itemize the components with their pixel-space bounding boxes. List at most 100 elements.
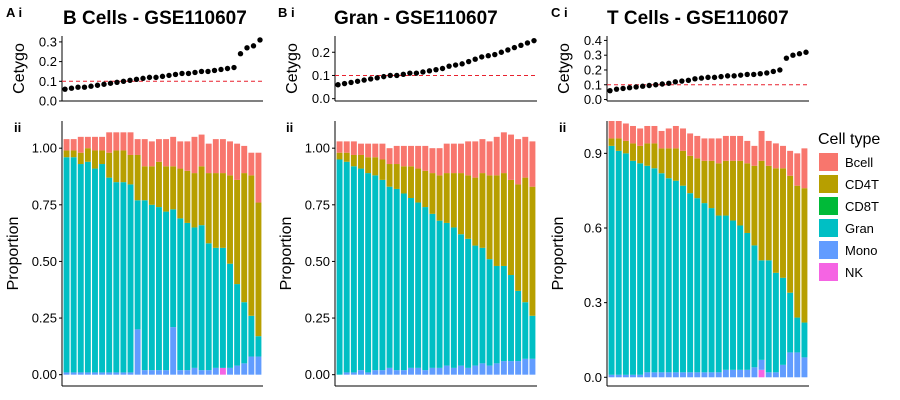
bar-segment-gran xyxy=(77,164,84,373)
bar-segment-gran xyxy=(493,265,500,364)
bar-segment-mono xyxy=(672,372,679,378)
proportion-y-tick-label: 1.00 xyxy=(32,141,57,156)
panel-a: A i B Cells - GSE110607 ii 0.0 0.1 0.2 0.3 Cety… xyxy=(5,5,263,387)
bar-segment-bcell xyxy=(708,138,715,161)
bar-segment-bcell xyxy=(672,125,679,149)
bar-segment-gran xyxy=(608,145,615,375)
bar-segment-mono xyxy=(436,367,443,375)
bar-segment-cd4t xyxy=(472,177,479,246)
bar-segment-mono xyxy=(184,370,191,375)
bar-segment-bcell xyxy=(615,121,622,139)
cetygo-point xyxy=(757,70,763,77)
bar-segment-mono xyxy=(765,372,772,378)
proportion-y-axis-label: Proportion xyxy=(5,217,22,291)
cetygo-point xyxy=(705,74,711,81)
bar-segment-gran xyxy=(694,198,701,373)
bar-segment-cd4t xyxy=(155,161,162,208)
bar-segment-cd4t xyxy=(715,163,722,216)
bar-segment-bcell xyxy=(379,143,386,160)
bar-segment-gran xyxy=(393,188,400,371)
bar-segment-mono xyxy=(658,372,665,378)
cetygo-point xyxy=(146,74,153,81)
cetygo-point xyxy=(224,65,231,72)
cetygo-point xyxy=(205,68,211,75)
cetygo-point xyxy=(413,70,420,76)
bar-segment-bcell xyxy=(155,139,162,162)
cetygo-point xyxy=(81,84,88,90)
bar-segment-cd4t xyxy=(113,150,120,183)
bar-segment-cd4t xyxy=(350,154,357,167)
cetygo-point xyxy=(511,44,518,51)
panel-tag: C i xyxy=(551,5,568,20)
bar-segment-gran xyxy=(658,173,665,373)
cetygo-y-tick-label: 0.1 xyxy=(312,68,330,83)
bar-segment-gran xyxy=(436,220,443,368)
cetygo-y-tick-label: 0.1 xyxy=(584,77,602,92)
bar-segment-cd4t xyxy=(680,150,686,186)
bar-segment-mono xyxy=(408,367,414,375)
bar-segment-bcell xyxy=(422,145,429,171)
bar-segment-gran xyxy=(529,315,536,359)
bar-segment-gran xyxy=(772,272,779,373)
legend-title: Cell type xyxy=(818,131,880,148)
bar-segment-cd4t xyxy=(255,202,262,337)
bar-segment-cd4t xyxy=(708,160,715,209)
bar-segment-bcell xyxy=(63,139,70,151)
bar-segment-mono xyxy=(472,365,479,375)
bar-segment-mono xyxy=(170,327,177,375)
legend-swatch-cd4t xyxy=(819,175,838,193)
cetygo-point xyxy=(439,65,446,72)
cetygo-y-tick-label: 0.4 xyxy=(584,33,602,48)
bar-segment-gran xyxy=(665,178,672,373)
bar-segment-cd4t xyxy=(622,140,629,154)
proportion-y-tick-label: 0.50 xyxy=(305,254,330,269)
bar-segment-cd4t xyxy=(522,177,529,303)
bar-segment-gran xyxy=(141,200,148,371)
bar-segment-gran xyxy=(350,166,357,373)
bar-segment-bcell xyxy=(665,128,672,149)
bar-segment-cd4t xyxy=(99,150,106,165)
bar-segment-gran xyxy=(458,234,464,366)
bar-segment-bcell xyxy=(630,125,636,144)
bar-segment-mono xyxy=(70,372,77,375)
bar-segment-bcell xyxy=(765,140,772,166)
cetygo-point xyxy=(94,82,101,88)
cetygo-point xyxy=(479,54,485,60)
proportion-stacked-bars: 0.00 0.25 0.50 0.75 1.00 Proportion xyxy=(278,121,537,387)
cetygo-point xyxy=(777,67,783,73)
bar-segment-gran xyxy=(622,153,629,375)
bar-segment-bcell xyxy=(465,141,472,176)
bar-segment-gran xyxy=(500,265,507,362)
bar-segment-bcell xyxy=(191,136,198,174)
cetygo-point xyxy=(354,78,361,84)
panel-title: B Cells - GSE110607 xyxy=(63,8,247,29)
bar-segment-gran xyxy=(92,168,98,373)
cetygo-point xyxy=(231,64,237,71)
bar-segment-gran xyxy=(358,168,364,371)
bar-segment-cd4t xyxy=(722,160,729,216)
bar-segment-mono xyxy=(372,370,379,375)
cetygo-point xyxy=(790,52,796,58)
panel-title: T Cells - GSE110607 xyxy=(607,8,789,29)
bar-segment-bcell xyxy=(70,139,77,151)
bar-segment-mono xyxy=(443,365,450,375)
bar-segment-gran xyxy=(255,336,262,357)
cetygo-point xyxy=(698,75,705,81)
bar-segment-cd4t xyxy=(751,165,758,246)
bar-segment-mono xyxy=(715,372,722,378)
bar-segment-cd4t xyxy=(365,157,372,174)
bar-segment-cd4t xyxy=(141,166,148,201)
cetygo-point xyxy=(68,85,75,91)
bar-segment-cd4t xyxy=(450,173,457,228)
bar-segment-cd4t xyxy=(443,173,450,223)
bar-segment-bcell xyxy=(486,141,493,176)
bar-segment-cd4t xyxy=(422,170,429,208)
bar-segment-bcell xyxy=(493,136,500,176)
proportion-y-tick-label: 0.25 xyxy=(305,311,330,326)
proportion-y-tick-label: 0.00 xyxy=(32,367,57,382)
bar-segment-cd4t xyxy=(644,143,651,166)
bar-segment-bcell xyxy=(436,148,443,176)
bar-segment-gran xyxy=(787,292,794,353)
bar-segment-bcell xyxy=(622,123,629,141)
bar-segment-gran xyxy=(134,200,141,330)
